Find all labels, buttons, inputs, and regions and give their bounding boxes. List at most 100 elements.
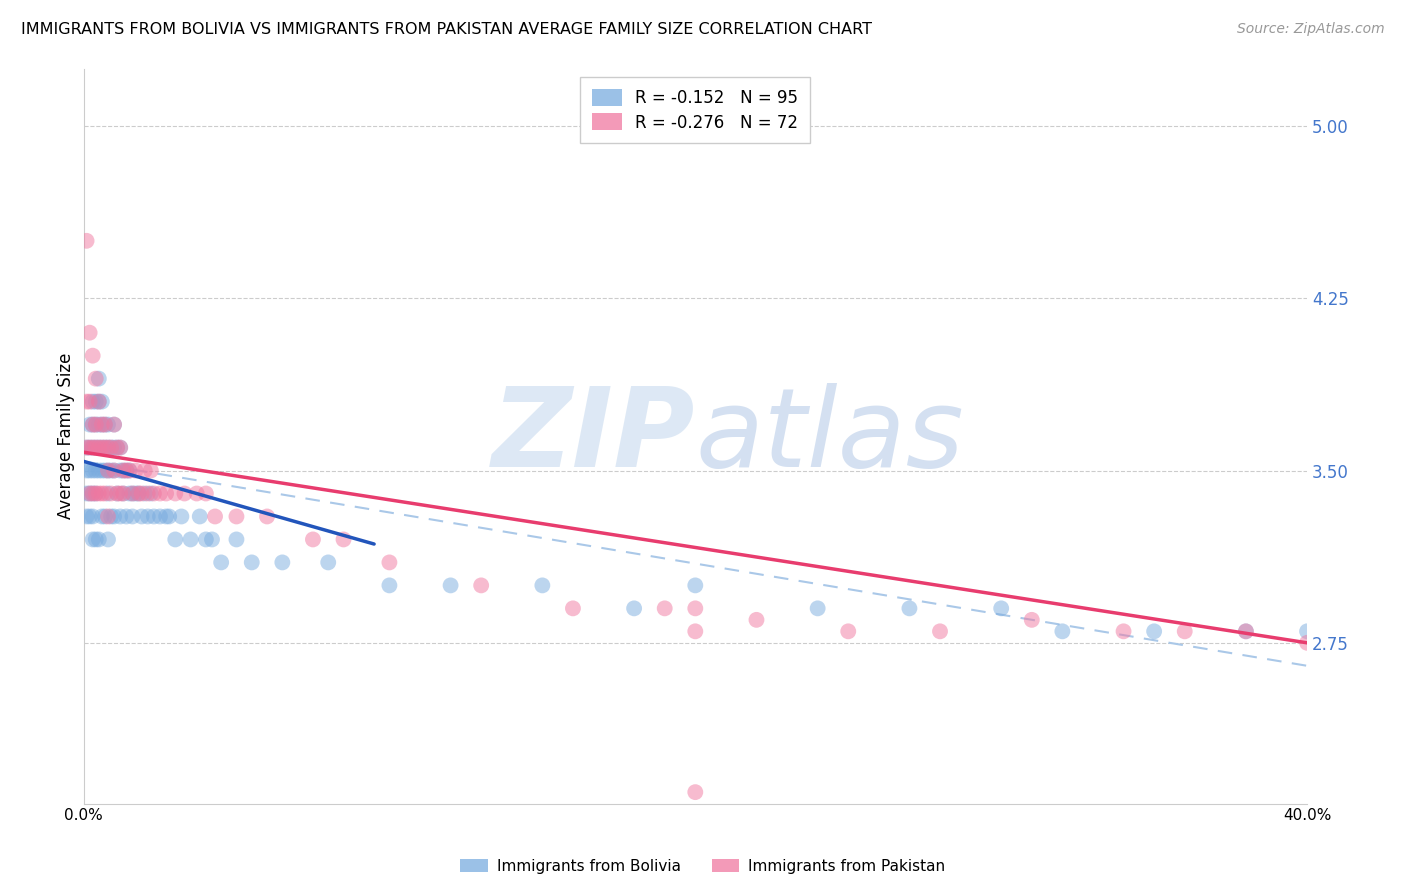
Point bbox=[180, 533, 202, 547]
Point bbox=[990, 601, 1012, 615]
Point bbox=[94, 509, 117, 524]
Point bbox=[94, 486, 117, 500]
Point bbox=[110, 441, 132, 455]
Point bbox=[1052, 624, 1074, 639]
Point bbox=[79, 417, 101, 432]
Text: atlas: atlas bbox=[696, 383, 965, 490]
Point bbox=[118, 463, 141, 477]
Point bbox=[84, 417, 107, 432]
Point bbox=[90, 394, 112, 409]
Point bbox=[149, 509, 172, 524]
Point bbox=[97, 441, 120, 455]
Point bbox=[139, 486, 162, 500]
Point bbox=[84, 394, 107, 409]
Point bbox=[201, 533, 224, 547]
Point bbox=[685, 624, 707, 639]
Text: Source: ZipAtlas.com: Source: ZipAtlas.com bbox=[1237, 22, 1385, 37]
Point bbox=[84, 441, 107, 455]
Point bbox=[82, 509, 104, 524]
Point bbox=[90, 486, 112, 500]
Point bbox=[79, 509, 101, 524]
Point bbox=[531, 578, 554, 592]
Point bbox=[90, 417, 112, 432]
Point bbox=[90, 463, 112, 477]
Point bbox=[103, 441, 125, 455]
Point bbox=[97, 463, 120, 477]
Point bbox=[115, 463, 138, 477]
Point bbox=[256, 509, 278, 524]
Point bbox=[807, 601, 830, 615]
Point bbox=[204, 509, 226, 524]
Point bbox=[87, 371, 110, 385]
Point bbox=[82, 417, 104, 432]
Point bbox=[84, 463, 107, 477]
Point bbox=[90, 417, 112, 432]
Point bbox=[134, 486, 156, 500]
Point bbox=[112, 463, 135, 477]
Point bbox=[561, 601, 583, 615]
Point bbox=[1021, 613, 1043, 627]
Point bbox=[149, 486, 172, 500]
Point bbox=[1234, 624, 1257, 639]
Point bbox=[84, 486, 107, 500]
Point bbox=[1296, 636, 1319, 650]
Point bbox=[121, 486, 143, 500]
Point bbox=[76, 441, 98, 455]
Point bbox=[685, 785, 707, 799]
Point bbox=[76, 463, 98, 477]
Point bbox=[173, 486, 195, 500]
Point bbox=[110, 441, 132, 455]
Point bbox=[115, 509, 138, 524]
Point bbox=[105, 486, 128, 500]
Point bbox=[623, 601, 645, 615]
Point bbox=[124, 463, 146, 477]
Point bbox=[82, 486, 104, 500]
Point bbox=[110, 509, 132, 524]
Point bbox=[332, 533, 354, 547]
Point bbox=[1112, 624, 1135, 639]
Point bbox=[170, 509, 193, 524]
Point bbox=[82, 533, 104, 547]
Point bbox=[121, 509, 143, 524]
Point bbox=[103, 509, 125, 524]
Point bbox=[82, 394, 104, 409]
Point bbox=[112, 463, 135, 477]
Point bbox=[124, 486, 146, 500]
Point bbox=[112, 486, 135, 500]
Point bbox=[100, 463, 122, 477]
Point bbox=[82, 463, 104, 477]
Text: ZIP: ZIP bbox=[492, 383, 696, 490]
Point bbox=[82, 441, 104, 455]
Point bbox=[97, 463, 120, 477]
Point bbox=[103, 417, 125, 432]
Point bbox=[90, 441, 112, 455]
Point bbox=[302, 533, 325, 547]
Point bbox=[225, 533, 247, 547]
Point bbox=[103, 463, 125, 477]
Point bbox=[79, 394, 101, 409]
Point bbox=[929, 624, 952, 639]
Point bbox=[87, 533, 110, 547]
Point bbox=[118, 486, 141, 500]
Point bbox=[103, 417, 125, 432]
Point bbox=[1234, 624, 1257, 639]
Point bbox=[105, 486, 128, 500]
Point bbox=[121, 486, 143, 500]
Point bbox=[82, 441, 104, 455]
Point bbox=[87, 441, 110, 455]
Point bbox=[79, 463, 101, 477]
Point bbox=[115, 463, 138, 477]
Point bbox=[90, 441, 112, 455]
Text: IMMIGRANTS FROM BOLIVIA VS IMMIGRANTS FROM PAKISTAN AVERAGE FAMILY SIZE CORRELAT: IMMIGRANTS FROM BOLIVIA VS IMMIGRANTS FR… bbox=[21, 22, 872, 37]
Point bbox=[155, 509, 177, 524]
Y-axis label: Average Family Size: Average Family Size bbox=[58, 353, 75, 519]
Point bbox=[1174, 624, 1197, 639]
Legend: Immigrants from Bolivia, Immigrants from Pakistan: Immigrants from Bolivia, Immigrants from… bbox=[454, 853, 952, 880]
Legend: R = -0.152   N = 95, R = -0.276   N = 72: R = -0.152 N = 95, R = -0.276 N = 72 bbox=[581, 77, 810, 144]
Point bbox=[100, 486, 122, 500]
Point bbox=[136, 486, 159, 500]
Point bbox=[118, 463, 141, 477]
Point bbox=[240, 556, 263, 570]
Point bbox=[186, 486, 208, 500]
Point bbox=[87, 394, 110, 409]
